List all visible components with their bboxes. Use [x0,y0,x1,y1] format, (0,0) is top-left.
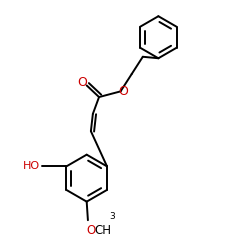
Text: O: O [86,224,95,237]
Text: HO: HO [23,162,40,172]
Text: 3: 3 [110,212,116,222]
Text: CH: CH [95,224,112,237]
Text: O: O [77,76,87,90]
Text: O: O [118,85,128,98]
